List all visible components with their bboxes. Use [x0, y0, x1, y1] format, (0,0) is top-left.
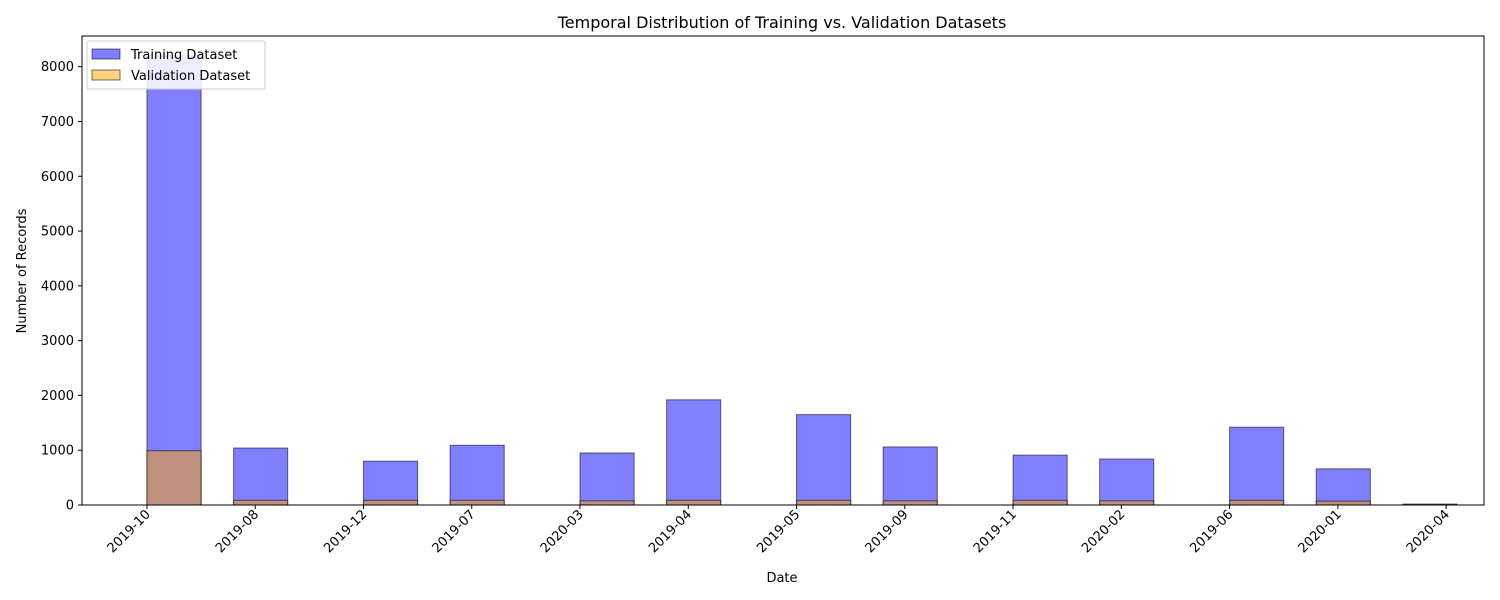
y-axis-title: Number of Records	[15, 208, 30, 333]
validation-bar-9	[1099, 500, 1155, 506]
training-bar-2	[362, 460, 419, 506]
y-tick-label: 2000	[41, 389, 74, 404]
x-tick-label: 2020-02	[1079, 507, 1128, 556]
validation-bar-5	[666, 499, 722, 506]
x-tick-label: 2019-11	[971, 507, 1020, 556]
y-tick-label: 4000	[41, 279, 74, 294]
y-tick-label: 5000	[41, 225, 74, 240]
x-tick-label: 2019-09	[863, 507, 912, 556]
x-axis: 2019-10 2019-08 2019-12 2019-07 2020-03 2019-…	[105, 505, 1453, 556]
validation-bar-3	[449, 499, 505, 506]
x-tick-label: 2020-04	[1404, 507, 1453, 556]
y-tick-label: 3000	[41, 334, 74, 349]
legend-swatch-training	[91, 48, 121, 60]
legend-label-training: Training Dataset	[130, 48, 237, 63]
legend-label-validation: Validation Dataset	[131, 69, 250, 84]
legend-box	[86, 40, 266, 90]
training-bar-11	[1315, 468, 1371, 506]
validation-bar-10	[1229, 499, 1285, 506]
training-bar-1	[233, 447, 289, 506]
training-bar-0	[146, 55, 202, 506]
validation-bar-1	[233, 499, 289, 506]
x-tick-label: 2019-10	[105, 507, 154, 556]
y-tick-label: 6000	[41, 170, 74, 185]
x-tick-label: 2020-01	[1296, 507, 1345, 556]
validation-bar-6	[796, 499, 852, 506]
training-bar-4	[579, 452, 635, 506]
plot-frame	[81, 35, 1485, 506]
x-tick-label: 2019-06	[1187, 507, 1236, 556]
y-tick-label: 8000	[41, 60, 74, 75]
x-tick-label: 2020-03	[538, 507, 587, 556]
validation-bar-0	[146, 450, 202, 506]
validation-bar-7	[882, 500, 938, 506]
training-bar-9	[1099, 458, 1155, 506]
validation-bar-2	[362, 499, 419, 506]
y-tick-label: 0	[66, 499, 74, 514]
legend: Training Dataset Validation Dataset	[86, 40, 266, 90]
y-tick-label: 7000	[41, 115, 74, 130]
validation-bar-8	[1012, 499, 1068, 506]
x-tick-label: 2019-05	[754, 507, 803, 556]
y-tick-label: 1000	[41, 444, 74, 459]
legend-swatch-validation	[91, 69, 121, 81]
training-bar-3	[449, 444, 505, 506]
training-bar-7	[882, 446, 938, 506]
training-bar-6	[796, 414, 852, 506]
y-axis: 0 1000 2000 3000 4000 5000 6000 7000 8000	[41, 60, 82, 514]
x-axis-title: Date	[766, 571, 797, 586]
training-bar-5	[666, 399, 722, 506]
x-tick-label: 2019-07	[430, 507, 479, 556]
validation-bar-4	[579, 500, 635, 506]
bars-layer	[146, 55, 1458, 506]
x-tick-label: 2019-04	[646, 507, 695, 556]
x-tick-label: 2019-12	[321, 507, 370, 556]
chart-title: Temporal Distribution of Training vs. Va…	[557, 13, 1007, 32]
x-tick-label: 2019-08	[213, 507, 262, 556]
validation-bar-11	[1315, 500, 1371, 506]
training-bar-8	[1012, 454, 1068, 506]
training-bar-10	[1229, 426, 1285, 506]
